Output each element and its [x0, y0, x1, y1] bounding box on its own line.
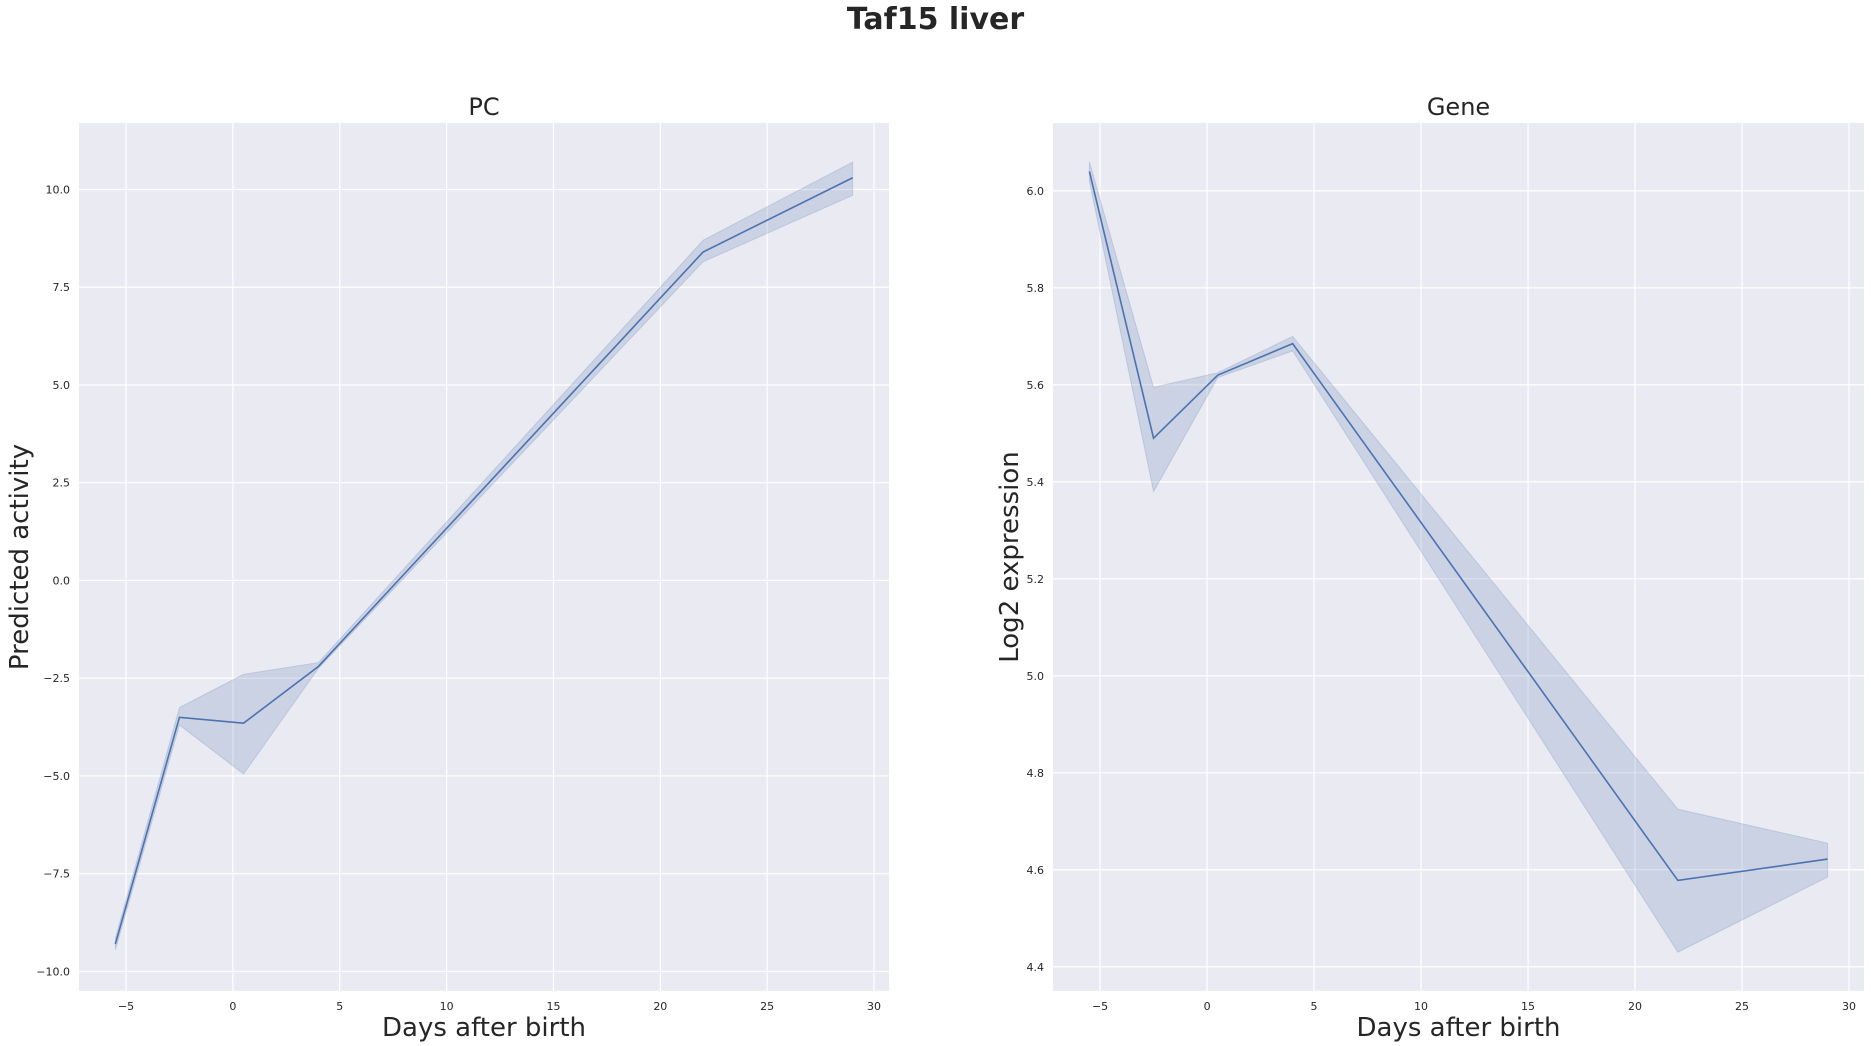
y-tick-label: 5.2: [1027, 573, 1045, 586]
plot-area: [1053, 123, 1864, 991]
series-line: [114, 177, 854, 945]
x-tick-label: 30: [867, 1000, 881, 1013]
series-line: [1088, 171, 1828, 882]
x-tick-label: 15: [1521, 1000, 1535, 1013]
x-tick-label: 5: [1311, 1000, 1318, 1013]
x-tick-label: −5: [118, 1000, 134, 1013]
x-tick-label: 20: [1628, 1000, 1642, 1013]
subplot-pc: −5 0 5 10 15 20 25 30 −10.0 −7.5 −5.0 −2.5 0.0 2.5 5.0…: [5, 93, 889, 1043]
x-tick-label: 10: [440, 1000, 454, 1013]
y-tick-label: 4.4: [1027, 961, 1045, 974]
figure-title: Taf15 liver: [846, 2, 1025, 37]
x-tick-label: 10: [1414, 1000, 1428, 1013]
x-tick-label: 25: [1735, 1000, 1749, 1013]
y-tick-label: 0.0: [53, 574, 71, 587]
x-tick-label: 15: [546, 1000, 560, 1013]
y-tick-label: 5.0: [53, 379, 71, 392]
y-tick-label: 5.0: [1027, 670, 1045, 683]
x-tick-label: 0: [1204, 1000, 1211, 1013]
y-axis-label: Predicted activity: [5, 444, 35, 670]
y-tick-label: −10.0: [36, 965, 70, 978]
plot-area: [79, 123, 889, 991]
x-tick-label: 20: [653, 1000, 667, 1013]
y-tick-label: 4.6: [1027, 864, 1045, 877]
subplot-title: Gene: [1427, 93, 1490, 121]
y-tick-label: 10.0: [46, 183, 71, 196]
y-tick-label: 5.6: [1027, 379, 1045, 392]
y-tick-label: 6.0: [1027, 185, 1045, 198]
x-axis-label: Days after birth: [1356, 1013, 1560, 1043]
x-tick-label: 25: [760, 1000, 774, 1013]
subplot-gene: −5 0 5 10 15 20 25 30 4.4 4.6 4.8 5.0 5.2 5.4 5.6 5.8 6.…: [995, 93, 1864, 1043]
x-tick-label: 0: [229, 1000, 236, 1013]
y-tick-label: 5.8: [1027, 282, 1045, 295]
y-tick-label: 5.4: [1027, 476, 1045, 489]
subplot-title: PC: [468, 93, 499, 121]
y-tick-label: −2.5: [43, 672, 70, 685]
y-axis-label: Log2 expression: [995, 451, 1025, 663]
confidence-band: [1088, 161, 1829, 953]
x-tick-label: 30: [1842, 1000, 1856, 1013]
y-tick-label: −5.0: [43, 770, 70, 783]
x-axis-label: Days after birth: [382, 1013, 586, 1043]
y-tick-label: 2.5: [53, 477, 71, 490]
confidence-band: [114, 161, 854, 951]
y-tick-label: 4.8: [1027, 767, 1045, 780]
y-tick-label: 7.5: [53, 281, 71, 294]
y-tick-label: −7.5: [43, 868, 70, 881]
x-tick-label: −5: [1092, 1000, 1108, 1013]
x-tick-label: 5: [336, 1000, 343, 1013]
